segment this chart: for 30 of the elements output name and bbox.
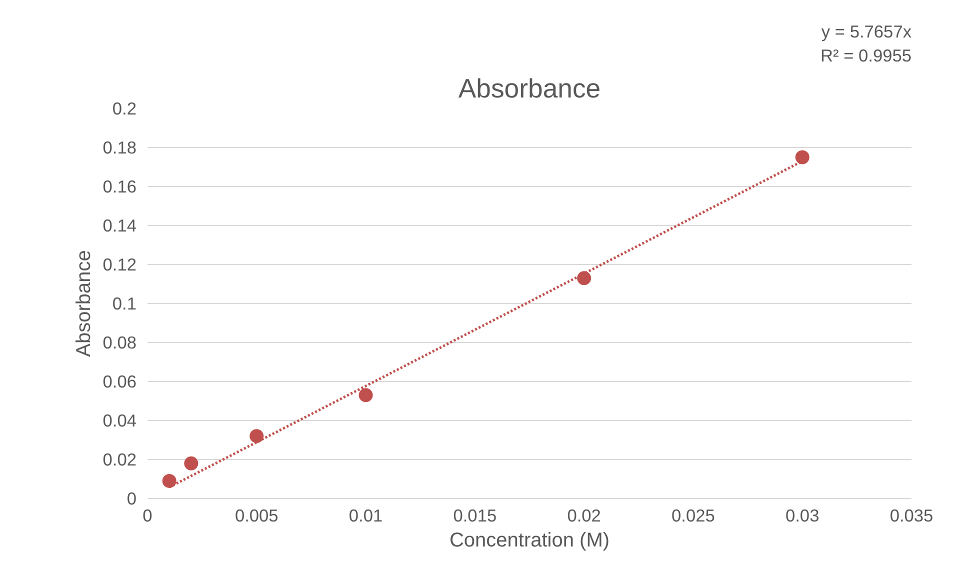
y-tick-label: 0.02 [102,450,137,470]
text: R² = 0.9955 [820,46,912,66]
chart-title: Absorbance [458,74,601,104]
y-tick-label: 0.14 [102,216,137,236]
x-tick-label: 0.035 [890,506,934,526]
y-tick-label: 0.04 [102,410,137,430]
x-tick-label: 0.025 [672,506,715,526]
x-tick-label: 0.005 [234,506,278,526]
x-axis-title: Concentration (M) [449,530,610,552]
x-tick-label: 0 [142,506,152,526]
point [250,429,264,444]
y-tick-label: 0.08 [102,332,137,352]
y-tick-label: 0.1 [112,294,137,314]
y-tick-label: 0.18 [102,138,137,158]
y-tick-label: 0.12 [102,254,137,274]
y-axis-title: Absorbance [72,250,95,357]
point [795,150,810,164]
text: y = 5.7657x [821,22,912,42]
x-tick-label: 0.02 [567,506,601,526]
x-tick-label: 0.01 [348,506,383,526]
point [184,456,198,470]
y-tick-label: 0.06 [102,372,137,392]
x-tick-label: 0.03 [785,506,820,526]
x-tick-label: 0.015 [453,506,497,526]
point [162,474,176,488]
point [358,388,373,402]
point [577,271,592,286]
y-tick-label: 0.16 [102,176,137,196]
y-tick-label: 0.2 [112,98,137,118]
y-tick-label: 0 [126,488,137,508]
